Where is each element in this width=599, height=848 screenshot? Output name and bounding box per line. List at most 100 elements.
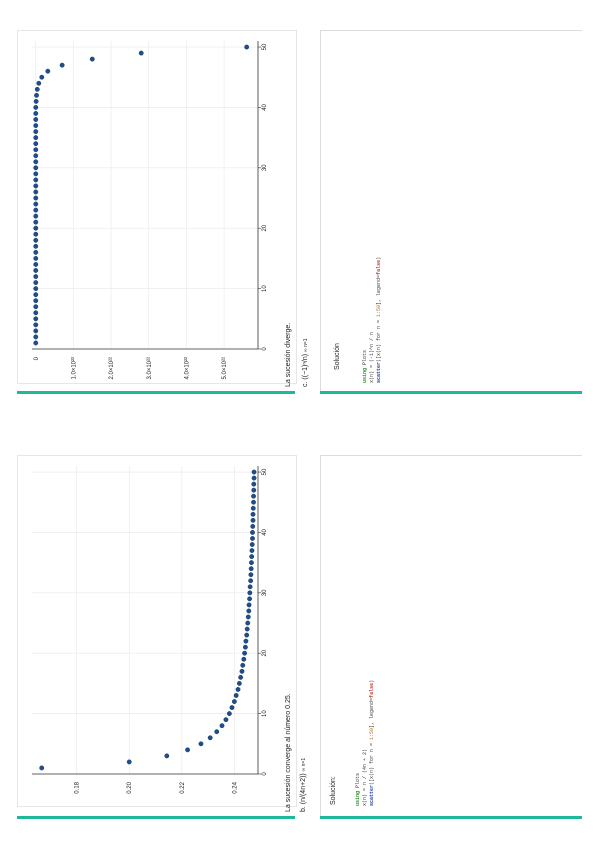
code-text: ], legend= bbox=[376, 274, 382, 305]
data-point bbox=[33, 129, 39, 134]
data-point bbox=[246, 602, 252, 608]
data-point bbox=[33, 117, 39, 122]
accent-bar-right bbox=[17, 391, 295, 394]
code-boolean: false bbox=[369, 682, 375, 698]
data-point bbox=[244, 626, 250, 632]
accent-bar-left bbox=[17, 816, 295, 819]
data-point bbox=[231, 699, 237, 704]
data-point bbox=[34, 92, 39, 98]
data-point bbox=[247, 584, 253, 590]
x-tick-label: 20 bbox=[262, 649, 268, 656]
data-point bbox=[226, 711, 232, 717]
data-point bbox=[33, 298, 39, 304]
data-point bbox=[45, 68, 51, 74]
code-line-2: x(n) = n / (4n + 2) bbox=[362, 680, 369, 806]
data-point bbox=[249, 542, 255, 547]
data-point bbox=[233, 693, 239, 698]
accent-bar-left-2 bbox=[320, 816, 582, 819]
y-tick-label: 0 bbox=[34, 356, 40, 360]
code-boolean: false bbox=[376, 259, 382, 275]
code-line-1: using Plots bbox=[362, 257, 369, 383]
data-point bbox=[241, 656, 247, 662]
data-point bbox=[207, 735, 213, 741]
code-keyword: using bbox=[355, 790, 361, 806]
data-point bbox=[248, 566, 254, 572]
code-text: ([x(n) for n = bbox=[376, 316, 382, 362]
y-tick-label: 2.0×10²² bbox=[109, 357, 115, 380]
data-point bbox=[198, 741, 204, 747]
code-text: ) bbox=[376, 256, 382, 260]
data-point bbox=[33, 310, 39, 316]
data-point bbox=[33, 280, 39, 285]
data-point bbox=[239, 668, 245, 674]
data-point bbox=[33, 262, 39, 267]
data-point bbox=[243, 638, 249, 644]
data-point bbox=[33, 105, 39, 110]
data-point bbox=[33, 153, 39, 159]
data-point bbox=[33, 304, 39, 310]
code-text: ) bbox=[369, 679, 375, 683]
divider-left bbox=[320, 455, 321, 817]
code-number: 1:50 bbox=[376, 304, 382, 317]
y-tick-label: 0.24 bbox=[232, 781, 238, 793]
data-point bbox=[33, 268, 39, 273]
data-point bbox=[229, 705, 235, 710]
item-formula: (n/(4n+2)) bbox=[300, 773, 307, 805]
y-tick-label: 0.18 bbox=[75, 781, 81, 793]
code-line-2: x(n) = (-1)^n / n bbox=[369, 257, 376, 383]
data-point bbox=[33, 123, 39, 128]
data-point bbox=[33, 316, 39, 322]
code-line-3: scatter([x(n) for n = 1:50], legend=fals… bbox=[369, 680, 376, 806]
data-point bbox=[251, 487, 257, 493]
data-point bbox=[250, 517, 256, 523]
data-point bbox=[244, 44, 250, 50]
data-point bbox=[251, 499, 256, 505]
data-point bbox=[249, 554, 255, 559]
data-point bbox=[33, 237, 39, 243]
data-point bbox=[33, 334, 39, 340]
data-point bbox=[251, 481, 257, 487]
code-block-left: using Plots x(n) = n / (4n + 2) scatter(… bbox=[355, 680, 376, 806]
data-point bbox=[238, 674, 244, 680]
data-point bbox=[33, 111, 39, 116]
data-point bbox=[39, 765, 45, 771]
data-point bbox=[33, 274, 39, 279]
data-point bbox=[33, 219, 39, 225]
data-point bbox=[126, 759, 132, 765]
data-point bbox=[246, 608, 252, 614]
x-tick-label: 20 bbox=[262, 224, 268, 231]
data-point bbox=[33, 189, 39, 195]
data-point bbox=[249, 560, 254, 566]
data-point bbox=[33, 195, 39, 201]
data-point bbox=[249, 548, 255, 553]
code-text: Plots bbox=[355, 772, 361, 791]
code-function: scatter bbox=[369, 784, 375, 806]
solution-label-left: Solución: bbox=[330, 776, 337, 805]
x-tick-label: 50 bbox=[262, 43, 268, 50]
data-point bbox=[33, 249, 39, 255]
caption-left: La sucesión converge al número 0.25. bbox=[285, 693, 292, 812]
data-point bbox=[223, 717, 229, 723]
data-point bbox=[214, 729, 220, 735]
y-tick-label: 3.0×10²² bbox=[147, 357, 153, 380]
data-point bbox=[33, 183, 39, 189]
data-point bbox=[245, 614, 251, 620]
data-point bbox=[33, 141, 39, 147]
data-point bbox=[33, 207, 39, 213]
data-point bbox=[240, 662, 246, 668]
data-point bbox=[33, 165, 39, 171]
data-point bbox=[36, 80, 42, 86]
y-tick-label: 0.22 bbox=[180, 781, 186, 793]
data-point bbox=[250, 511, 256, 517]
data-point bbox=[247, 596, 252, 602]
data-point bbox=[33, 213, 39, 219]
scatter-chart-right: 0 10 20 30 40 50 0 1.0×10²² 2.0×10²² 3.0×10²² 4.0×… bbox=[32, 41, 268, 380]
data-point bbox=[34, 86, 40, 92]
data-point bbox=[185, 747, 190, 753]
data-point bbox=[33, 286, 39, 292]
code-text: Plots bbox=[362, 349, 368, 368]
data-point bbox=[242, 644, 248, 650]
data-point bbox=[33, 171, 39, 177]
data-point bbox=[251, 475, 257, 481]
